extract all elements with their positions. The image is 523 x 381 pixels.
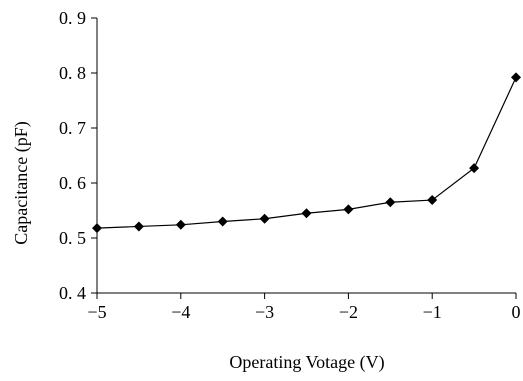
x-tick-label: −5 <box>87 302 106 322</box>
data-point <box>301 208 312 219</box>
data-point <box>259 213 270 224</box>
x-axis-title: Operating Votage (V) <box>229 352 384 373</box>
data-point <box>385 197 396 208</box>
data-point <box>469 163 480 174</box>
x-tick-label: −4 <box>171 302 190 322</box>
y-axis-title: Capacitance (pF) <box>11 121 32 244</box>
data-point <box>427 195 438 206</box>
y-tick-label: 0. 4 <box>59 283 86 303</box>
axes <box>96 18 516 294</box>
x-tick-label: −3 <box>255 302 274 322</box>
data-point <box>217 216 228 227</box>
data-point <box>343 204 354 215</box>
y-tick-label: 0. 5 <box>59 228 86 248</box>
y-tick-label: 0. 7 <box>59 118 86 138</box>
data-point <box>511 72 521 83</box>
series-line <box>96 77 517 229</box>
data-point <box>133 221 144 232</box>
y-tick-label: 0. 8 <box>59 63 86 83</box>
x-tick-label: −2 <box>339 302 358 322</box>
data-point <box>92 223 102 234</box>
x-tick-label: 0 <box>512 302 521 322</box>
y-tick-label: 0. 6 <box>59 173 86 193</box>
x-tick-label: −1 <box>423 302 442 322</box>
data-point <box>175 219 186 230</box>
series-layer <box>92 72 521 234</box>
y-tick-label: 0. 9 <box>59 8 86 28</box>
ticks: 0. 4 0. 5 0. 6 0. 7 0. 8 0. 9 −5 −4 −3 −2 −1 0 <box>59 8 521 322</box>
